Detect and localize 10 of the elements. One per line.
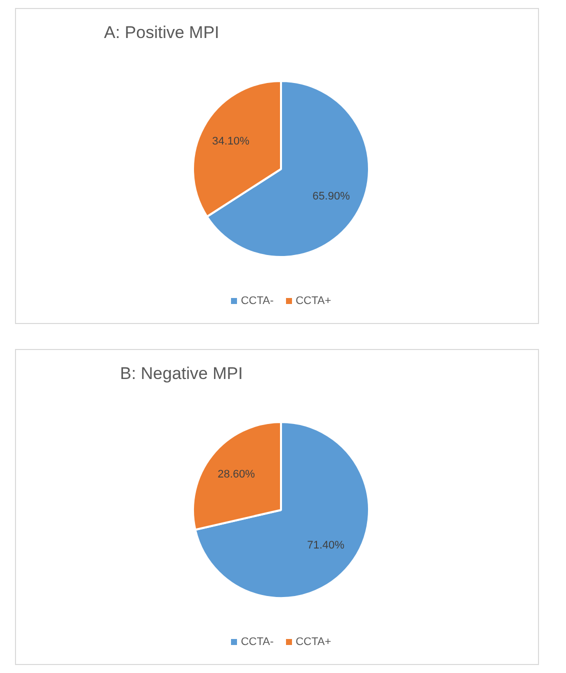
legend-label: CCTA+ [296,294,332,308]
legend-label: CCTA+ [296,635,332,649]
data-label: 34.10% [212,136,250,148]
chart-title: B: Negative MPI [120,364,243,384]
data-label: 65.90% [312,190,350,202]
chart-title: A: Positive MPI [104,23,220,43]
legend-label: CCTA- [240,294,274,308]
data-label: 71.40% [307,540,345,552]
data-label: 28.60% [218,468,256,480]
legend-label: CCTA- [240,635,274,649]
